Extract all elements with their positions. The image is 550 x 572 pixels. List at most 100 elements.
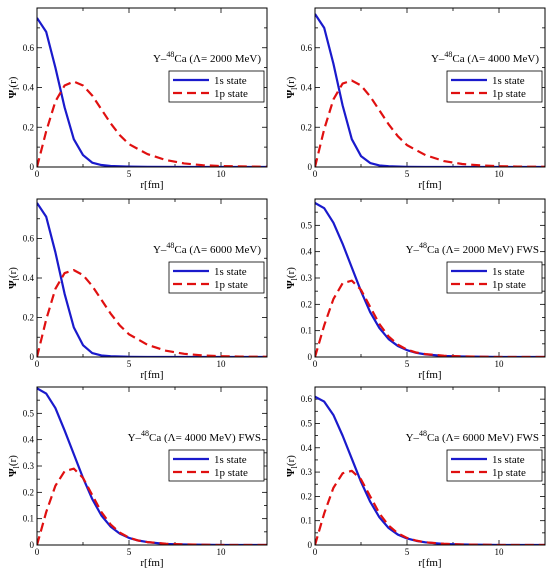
y-label-sub: l <box>290 465 299 468</box>
series-line-1p <box>37 269 267 357</box>
y-label-sub: l <box>12 465 21 468</box>
title-prefix: Y– <box>406 244 420 256</box>
y-axis-label: Ψl(r) <box>7 267 21 289</box>
series-lines <box>315 13 545 167</box>
y-label-psi: Ψ <box>285 280 297 289</box>
series-line-1p <box>37 80 267 167</box>
y-label-sub: l <box>12 87 21 90</box>
y-label-sub: l <box>290 277 299 280</box>
series-lines <box>37 202 267 357</box>
series-lines <box>315 201 545 357</box>
series-line-1p <box>315 79 545 167</box>
plot-frame <box>36 198 268 358</box>
series-line-1s <box>37 387 267 545</box>
y-tick-label: 0.4 <box>23 435 35 445</box>
y-label-tail: (r) <box>7 455 19 466</box>
y-tick-label: 0.4 <box>23 83 35 93</box>
legend-label: 1p state <box>492 467 526 479</box>
title-suffix: Ca (Λ= 4000 MeV) FWS <box>149 432 261 444</box>
x-tick-label: 5 <box>127 547 132 557</box>
x-tick-label: 10 <box>217 359 227 369</box>
legend-box <box>446 261 543 294</box>
y-tick-label: 0.6 <box>23 43 35 53</box>
y-tick-label: 0.3 <box>301 467 313 477</box>
legend-label: 1s state <box>214 266 247 278</box>
series-lines <box>315 395 545 545</box>
plot-frame <box>314 386 546 546</box>
x-tick-label: 0 <box>35 169 40 179</box>
y-tick-label: 0.3 <box>23 461 35 471</box>
x-tick-label: 5 <box>127 359 132 369</box>
legend-label: 1s state <box>214 75 247 87</box>
y-label-sub: l <box>290 87 299 90</box>
y-label-tail: (r) <box>285 455 297 466</box>
title-superscript: 48 <box>166 50 174 59</box>
y-tick-label: 0.6 <box>301 394 313 404</box>
title-prefix: Y– <box>153 244 167 256</box>
y-tick-label: 0.4 <box>301 443 313 453</box>
x-tick-label: 0 <box>313 169 318 179</box>
panel-title: Y–48Ca (Λ= 6000 MeV) FWS <box>406 429 539 444</box>
panel-title: Y–48Ca (Λ= 4000 MeV) FWS <box>128 429 261 444</box>
y-axis-label: Ψl(r) <box>285 455 299 477</box>
title-prefix: Y– <box>153 53 167 65</box>
y-tick-label: 0 <box>308 352 313 362</box>
series-line-1p <box>37 467 267 545</box>
y-label-tail: (r) <box>285 76 297 87</box>
plot-frame <box>36 7 268 168</box>
chart-panel-6: 0 5 10 0 0.1 0.2 0.3 0.4 0.5 0.6 Y–48Ca (Λ= 6000 M… <box>285 386 546 569</box>
title-superscript: 48 <box>419 429 427 438</box>
legend-label: 1s state <box>492 266 525 278</box>
chart-panel-1: 0 5 10 0 0.2 0.4 0.6 Y–48Ca (Λ= 2000 MeV) 1s sta… <box>7 7 268 191</box>
y-label-psi: Ψ <box>285 89 297 98</box>
y-tick-label: 0 <box>30 162 35 172</box>
legend-label: 1p state <box>214 279 248 291</box>
y-axis-label: Ψl(r) <box>7 76 21 98</box>
x-axis-label: r[fm] <box>418 179 441 191</box>
y-tick-label: 0 <box>30 540 35 550</box>
y-tick-label: 0.4 <box>301 83 313 93</box>
legend-label: 1p state <box>214 88 248 100</box>
y-axis-label: Ψl(r) <box>285 267 299 289</box>
legend-box <box>446 449 543 482</box>
chart-panel-2: 0 5 10 0 0.2 0.4 0.6 Y–48Ca (Λ= 4000 MeV) 1s sta… <box>285 7 546 191</box>
x-tick-label: 0 <box>35 359 40 369</box>
y-tick-label: 0 <box>308 540 313 550</box>
y-axis-label: Ψl(r) <box>7 455 21 477</box>
y-label-tail: (r) <box>7 267 19 278</box>
panel-title: Y–48Ca (Λ= 6000 MeV) <box>153 241 261 256</box>
y-tick-label: 0.6 <box>23 234 35 244</box>
x-tick-label: 10 <box>495 547 505 557</box>
x-axis-label: r[fm] <box>140 369 163 381</box>
y-tick-label: 0.2 <box>23 313 34 323</box>
title-prefix: Y– <box>431 53 445 65</box>
x-tick-label: 10 <box>495 169 505 179</box>
x-axis-label: r[fm] <box>140 557 163 569</box>
title-suffix: Ca (Λ= 2000 MeV) <box>174 53 261 65</box>
x-tick-label: 10 <box>217 169 227 179</box>
plot-frame <box>314 198 546 358</box>
x-tick-label: 10 <box>495 359 505 369</box>
x-tick-label: 0 <box>313 547 318 557</box>
x-tick-label: 10 <box>217 547 227 557</box>
y-tick-label: 0.6 <box>301 43 313 53</box>
title-suffix: Ca (Λ= 2000 MeV) FWS <box>427 244 539 256</box>
x-axis-label: r[fm] <box>418 369 441 381</box>
series-line-1s <box>37 202 267 357</box>
y-label-psi: Ψ <box>7 89 19 98</box>
series-line-1p <box>315 279 545 357</box>
x-tick-label: 5 <box>405 169 410 179</box>
y-axis-label: Ψl(r) <box>285 76 299 98</box>
legend-label: 1s state <box>492 454 525 466</box>
y-label-psi: Ψ <box>285 468 297 477</box>
x-tick-label: 0 <box>313 359 318 369</box>
title-superscript: 48 <box>141 429 149 438</box>
y-label-tail: (r) <box>285 267 297 278</box>
x-tick-label: 5 <box>405 547 410 557</box>
y-tick-label: 0.1 <box>23 514 34 524</box>
y-label-psi: Ψ <box>7 280 19 289</box>
